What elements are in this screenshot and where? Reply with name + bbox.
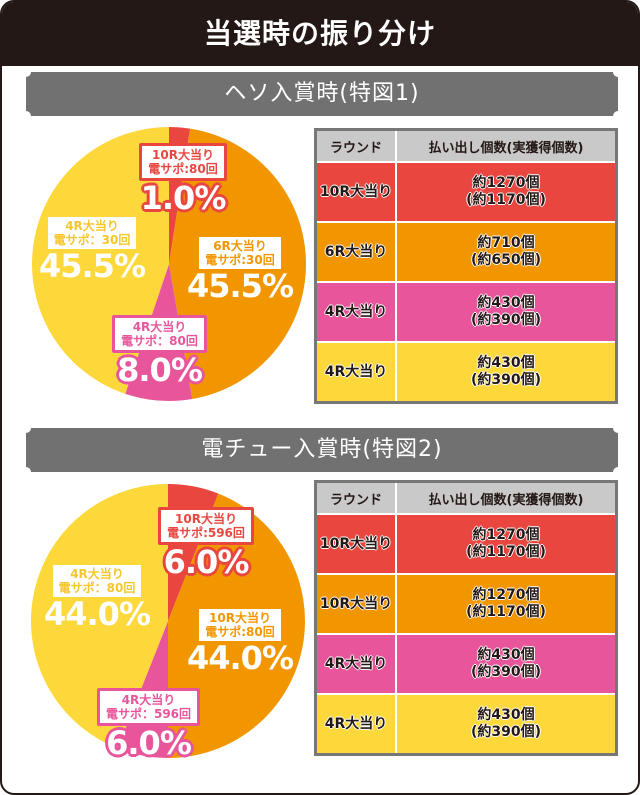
pie-label-10r: 10R大当り 電サポ:80回 1.0% (133, 143, 233, 215)
percent-value: 6.0% (106, 724, 192, 762)
payout-table-heso: ラウンド 払い出し個数(実獲得個数) 10R大当り 約1270個 (約1170個)… (314, 128, 618, 404)
pie-label-4r-80: 4R大当り 電サポ：80回 8.0% (102, 315, 217, 387)
table-row: 4R大当り 約430個 (約390個) (315, 633, 617, 694)
pie-label-6r: 6R大当り 電サポ:30回 45.5% (180, 237, 300, 303)
table-row: 4R大当り 約430個 (約390個) (315, 281, 617, 342)
pie-label-10r-80: 10R大当り 電サポ:80回 44.0% (180, 609, 300, 675)
percent-value: 44.0% (43, 595, 151, 633)
pie-slice (30, 484, 168, 749)
section-title: ヘソ入賞時(特図1) (224, 81, 420, 106)
section-title: 電チュー入賞時(特図2) (201, 437, 443, 462)
table-header: ラウンド 払い出し個数(実獲得個数) (315, 481, 617, 514)
page-title: 当選時の振り分け (2, 2, 638, 66)
table-header: ラウンド 払い出し個数(実獲得個数) (315, 129, 617, 162)
percent-value: 45.5% (186, 267, 294, 305)
section-banner-denchu: 電チュー入賞時(特図2) (21, 423, 623, 477)
percent-value: 6.0% (163, 543, 250, 581)
table-row: 6R大当り 約710個 (約650個) (315, 221, 617, 282)
table-row: 10R大当り 約1270個 (約1170個) (315, 513, 617, 574)
percent-value: 8.0% (117, 351, 203, 389)
table-row: 4R大当り 約430個 (約390個) (315, 693, 617, 755)
pie-label-4r-80: 4R大当り 電サポ：80回 44.0% (37, 565, 157, 631)
percent-value: 44.0% (186, 639, 294, 677)
table-row: 10R大当り 約1270個 (約1170個) (315, 161, 617, 222)
percent-value: 1.0% (140, 179, 227, 217)
section-banner-heso: ヘソ入賞時(特図1) (21, 67, 623, 121)
pie-label-4r-596: 4R大当り 電サポ：596回 6.0% (86, 688, 211, 760)
table-row: 4R大当り 約430個 (約390個) (315, 341, 617, 403)
payout-table-denchu: ラウンド 払い出し個数(実獲得個数) 10R大当り 約1270個 (約1170個)… (314, 480, 618, 756)
pie-label-10r-596: 10R大当り 電サポ:596回 6.0% (150, 507, 262, 579)
table-row: 10R大当り 約1270個 (約1170個) (315, 573, 617, 634)
pie-label-4r-30: 4R大当り 電サポ：30回 45.5% (32, 217, 152, 283)
percent-value: 45.5% (38, 247, 146, 285)
